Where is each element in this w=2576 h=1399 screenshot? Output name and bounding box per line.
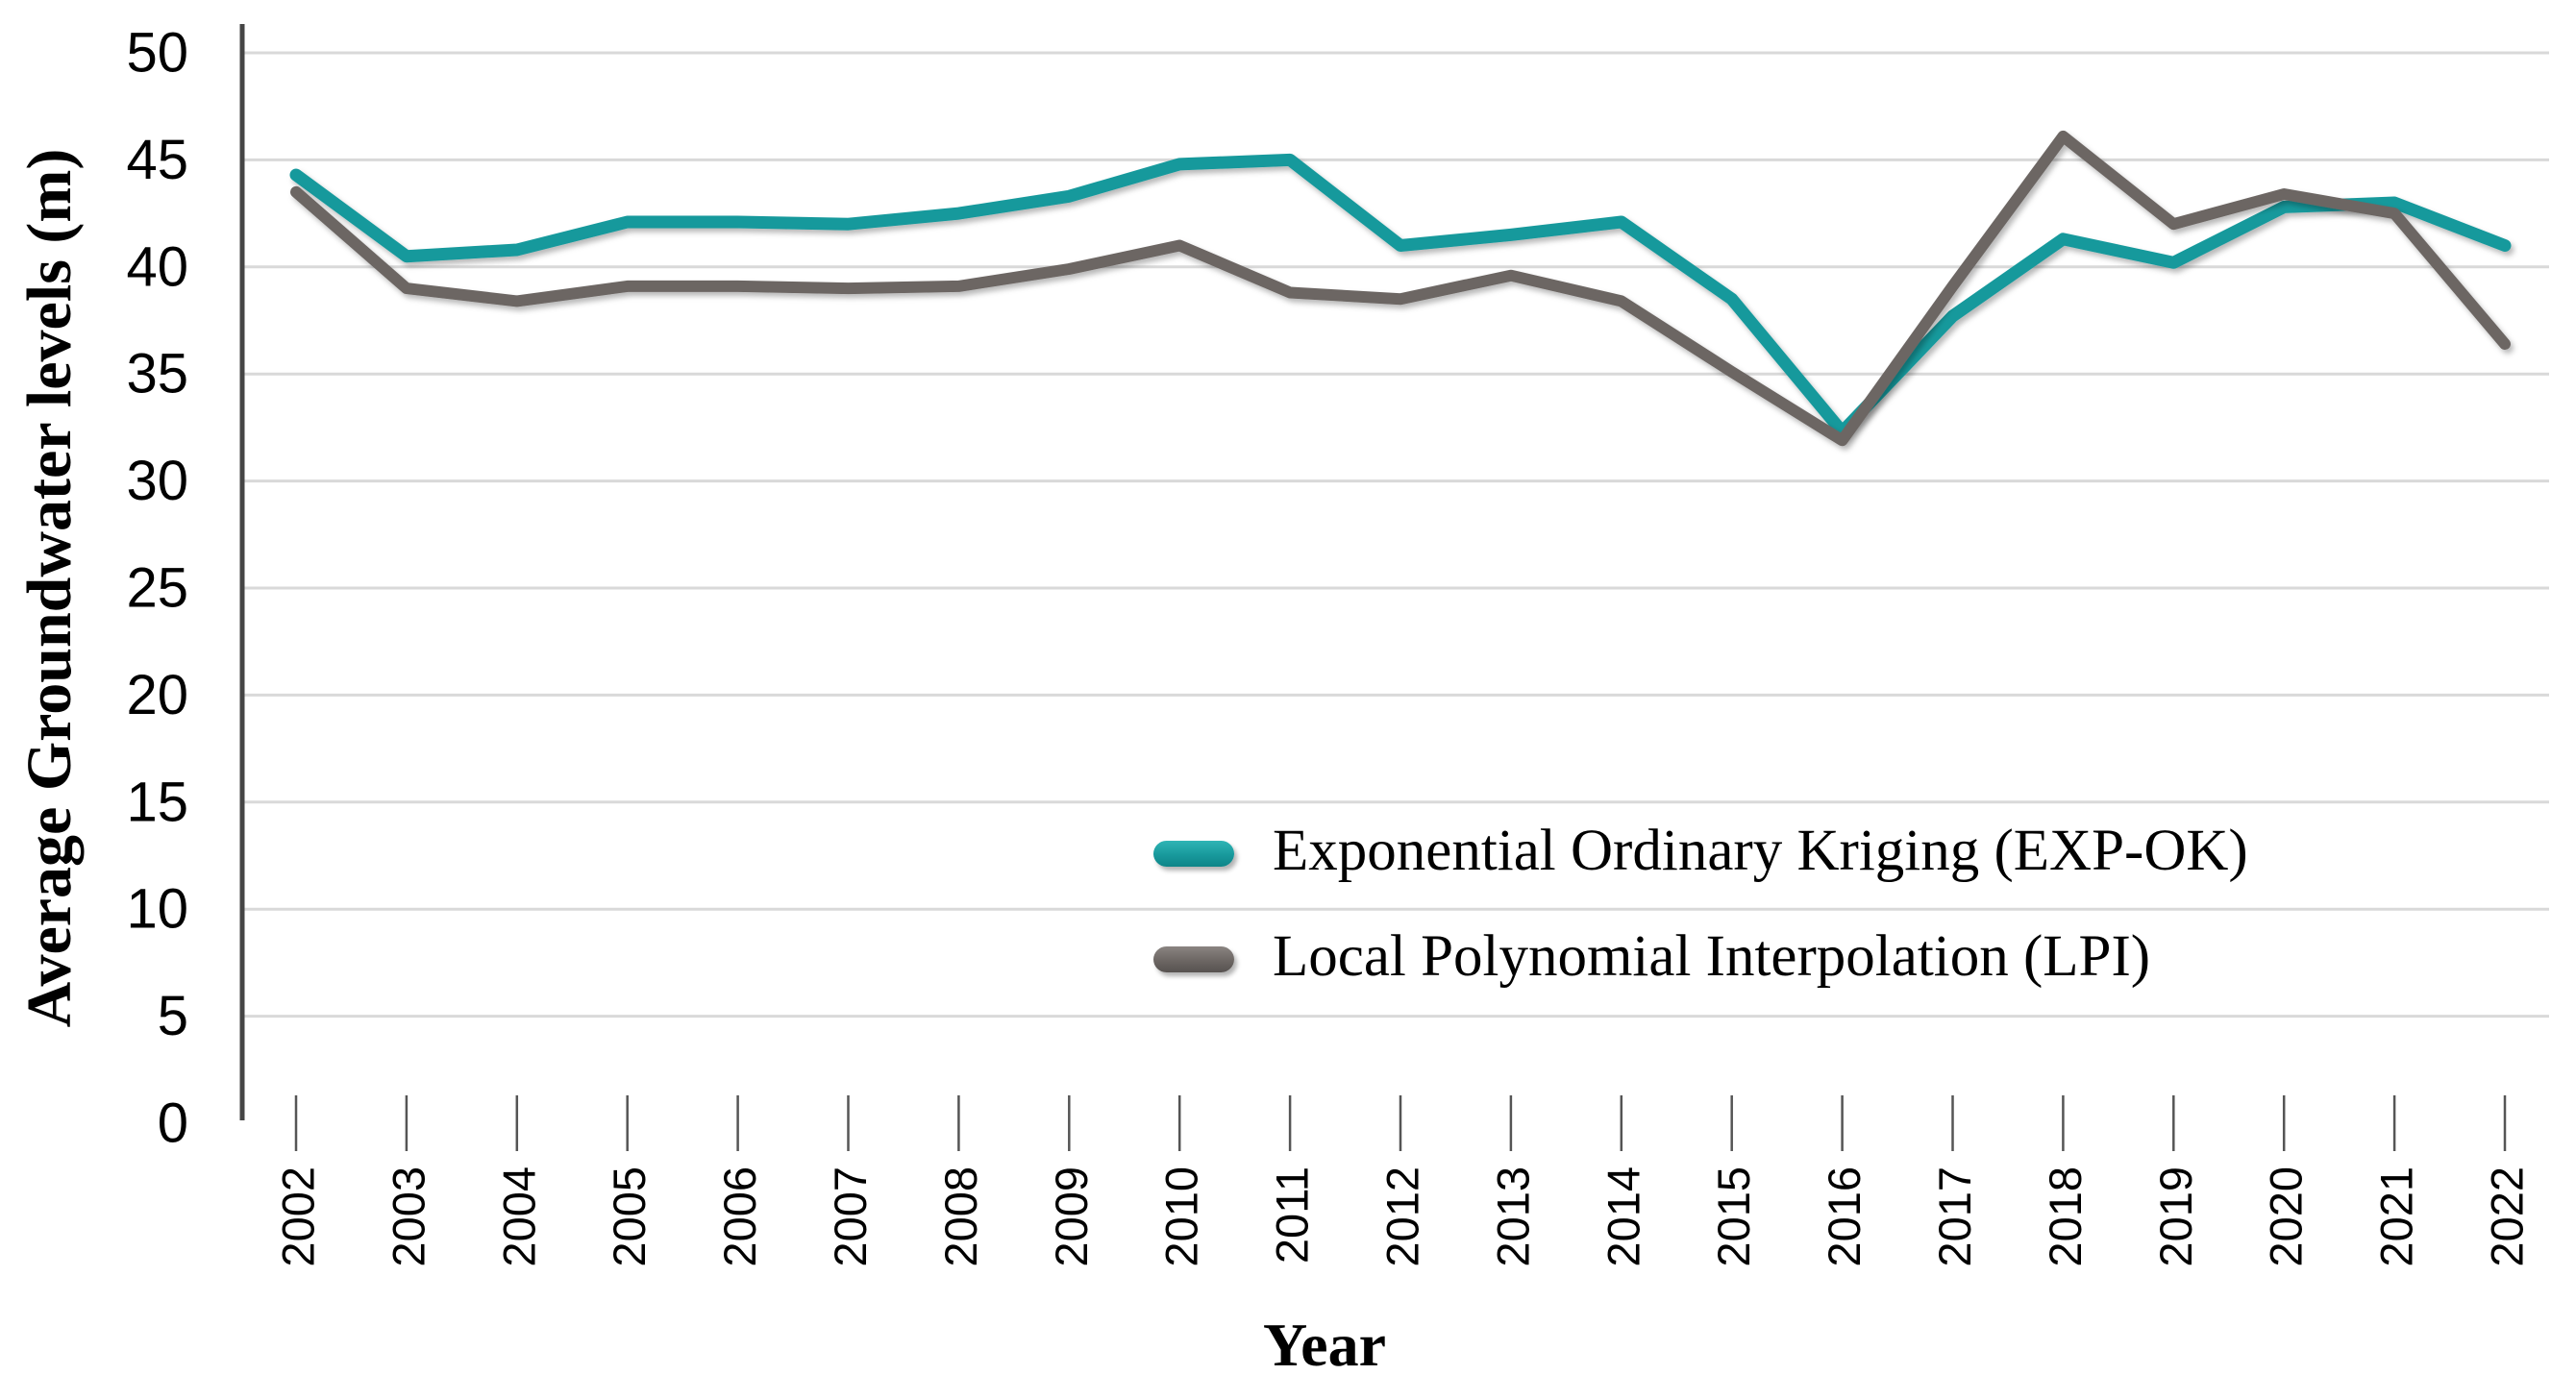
- legend-swatch-exp-ok: [1153, 840, 1234, 867]
- series-line-lpi: [290, 130, 2511, 447]
- legend: Exponential Ordinary Kriging (EXP-OK) Loc…: [1153, 819, 2248, 994]
- y-tick-label-40: 40: [126, 235, 188, 298]
- x-tick-label-2003: 2003: [383, 1166, 433, 1267]
- y-tick-label-5: 5: [158, 985, 188, 1047]
- x-tick-label-2021: 2021: [2371, 1166, 2422, 1267]
- x-tick-label-2011: 2011: [1267, 1166, 1318, 1264]
- y-axis-labels: 0 5 10 15 20 25 30 35 40 45 50: [126, 22, 188, 1155]
- x-tick-label-2009: 2009: [1046, 1166, 1097, 1267]
- y-tick-label-35: 35: [126, 343, 188, 405]
- x-tick-label-2019: 2019: [2150, 1166, 2201, 1267]
- x-tick-label-2010: 2010: [1156, 1166, 1207, 1267]
- x-tick-label-2015: 2015: [1708, 1166, 1759, 1267]
- x-tick-label-2005: 2005: [604, 1166, 655, 1267]
- legend-item-exp-ok: Exponential Ordinary Kriging (EXP-OK): [1153, 819, 2248, 888]
- x-tick-label-2020: 2020: [2261, 1166, 2312, 1267]
- y-tick-label-0: 0: [158, 1092, 188, 1155]
- x-tick-label-2008: 2008: [935, 1166, 986, 1267]
- x-axis-ticks: 2002 2003 2004 2005 2006 2007 2008 2009 2010 2011…: [273, 1095, 2533, 1267]
- x-axis-title: Year: [1263, 1311, 1386, 1379]
- legend-label-exp-ok: Exponential Ordinary Kriging (EXP-OK): [1273, 818, 2248, 883]
- y-tick-label-25: 25: [126, 557, 188, 620]
- axes: [238, 24, 2553, 1120]
- legend-item-lpi: Local Polynomial Interpolation (LPI): [1153, 924, 2248, 994]
- x-tick-label-2002: 2002: [273, 1166, 324, 1267]
- x-tick-label-2022: 2022: [2482, 1166, 2533, 1267]
- y-tick-label-30: 30: [126, 450, 188, 512]
- y-tick-label-20: 20: [126, 664, 188, 726]
- legend-swatch-lpi: [1153, 945, 1234, 972]
- x-tick-label-2013: 2013: [1487, 1166, 1538, 1267]
- series-line-exp-ok: [289, 153, 2512, 438]
- y-tick-label-10: 10: [126, 878, 188, 941]
- x-tick-label-2007: 2007: [825, 1166, 876, 1267]
- gridlines: [240, 51, 2549, 1019]
- x-tick-label-2012: 2012: [1377, 1166, 1428, 1267]
- x-tick-label-2006: 2006: [714, 1166, 765, 1267]
- legend-label-lpi: Local Polynomial Interpolation (LPI): [1273, 923, 2151, 989]
- x-tick-label-2004: 2004: [493, 1166, 544, 1267]
- x-tick-label-2014: 2014: [1598, 1166, 1648, 1267]
- y-axis-title: Average Groundwater levels (m): [14, 148, 85, 1028]
- x-tick-label-2018: 2018: [2040, 1166, 2091, 1267]
- series-lines: [289, 130, 2512, 447]
- x-tick-label-2017: 2017: [1929, 1166, 1980, 1267]
- y-tick-label-50: 50: [126, 22, 188, 85]
- x-tick-label-2016: 2016: [1819, 1166, 1870, 1267]
- y-tick-label-45: 45: [126, 129, 188, 191]
- y-tick-label-15: 15: [126, 771, 188, 833]
